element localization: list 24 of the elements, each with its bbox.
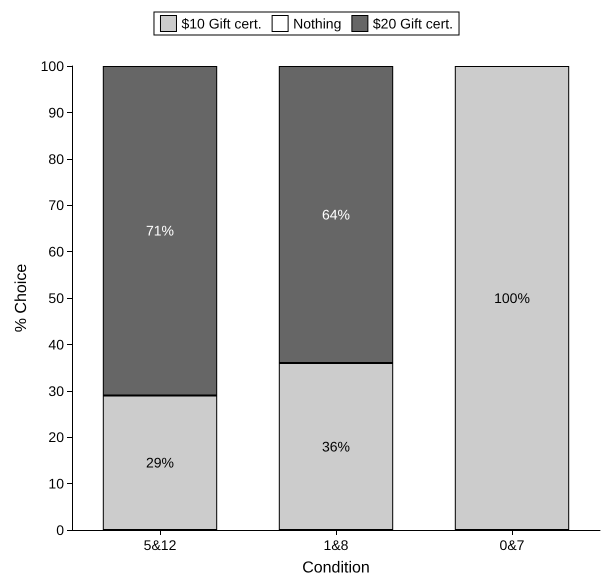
y-tick-label: 50	[48, 290, 64, 306]
x-tick-label: 0&7	[500, 537, 525, 553]
x-axis-title: Condition	[302, 560, 370, 576]
y-tick-label: 40	[48, 336, 64, 352]
x-tick-label: 5&12	[144, 537, 177, 553]
y-tick-label: 70	[48, 197, 64, 214]
y-tick-label: 80	[48, 150, 64, 167]
y-axis-title: % Choice	[13, 264, 30, 332]
data-label: 71%	[146, 222, 174, 239]
legend-label: Nothing	[293, 16, 342, 32]
y-tick-label: 100	[40, 58, 64, 74]
y-tick-label: 20	[48, 429, 64, 446]
data-label: 36%	[322, 438, 350, 454]
y-tick-label: 30	[48, 382, 64, 399]
y-tick-label: 60	[48, 244, 64, 260]
legend-label: $10 Gift cert.	[181, 16, 262, 32]
y-tick-label: 0	[56, 522, 64, 538]
data-label: 29%	[146, 454, 174, 471]
x-tick-label: 1&8	[324, 537, 349, 553]
y-tick-label: 10	[48, 476, 64, 492]
data-label: 100%	[494, 290, 530, 306]
legend-label: $20 Gift cert.	[372, 16, 454, 32]
y-tick-label: 90	[48, 104, 64, 120]
data-label: 64%	[322, 206, 350, 222]
